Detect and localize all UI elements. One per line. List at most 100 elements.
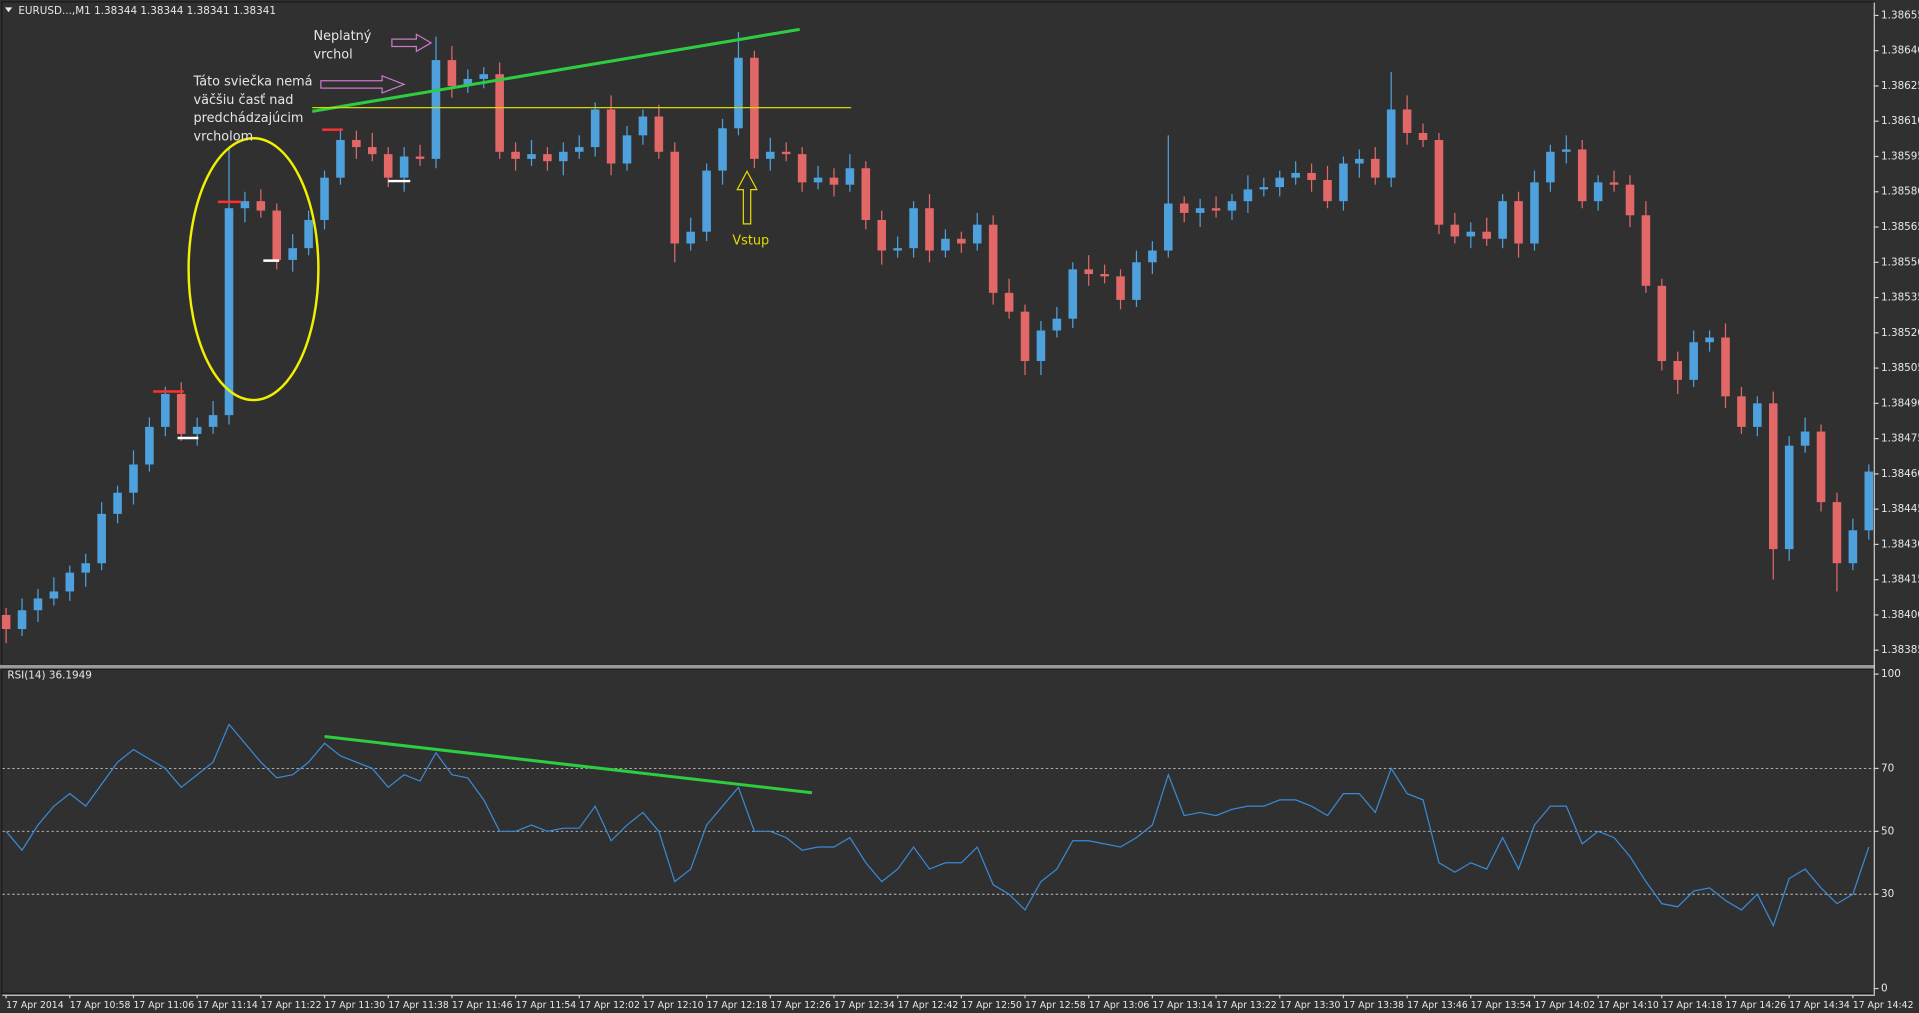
candle-body (670, 151, 680, 244)
panel-separator (0, 664, 1875, 669)
y-tick-label: 1.38640 (1881, 45, 1919, 57)
candle-body (288, 248, 297, 260)
y-tick-label: 1.38550 (1881, 256, 1919, 268)
x-tick-label: 17 Apr 13:30 (1280, 1000, 1341, 1011)
candle-body (1832, 502, 1842, 564)
candle-body (1355, 158, 1364, 164)
candle-body (224, 208, 234, 416)
candle-body (702, 170, 711, 232)
y-tick-label: 100 (1881, 668, 1901, 680)
candle-body (718, 128, 727, 171)
candle-body (495, 74, 504, 152)
candle-body (113, 492, 122, 514)
candle-body (909, 208, 918, 249)
x-tick-label: 17 Apr 12:18 (707, 1000, 768, 1011)
x-tick-label: 17 Apr 12:26 (770, 1000, 831, 1011)
rsi-line (5, 723, 1870, 928)
y-tick-label: 1.38535 (1881, 292, 1919, 304)
x-tick-label: 17 Apr 13:54 (1471, 1000, 1532, 1011)
x-tick-label: 17 Apr 14:18 (1662, 1000, 1723, 1011)
y-tick-label: 1.38490 (1881, 397, 1919, 409)
candle-body (1243, 189, 1253, 202)
trend-line (312, 27, 800, 113)
candle-body (1164, 203, 1173, 251)
candle-body (145, 426, 154, 465)
x-tick-label: 17 Apr 13:22 (1216, 1000, 1277, 1011)
x-tick-label: 17 Apr 12:42 (898, 1000, 959, 1011)
candle-body (1816, 431, 1826, 503)
candle-body (33, 598, 43, 611)
x-tick-label: 17 Apr 12:34 (834, 1000, 895, 1011)
candle-body (17, 610, 27, 630)
candle-body (941, 238, 950, 251)
candle-body (1498, 201, 1507, 239)
candle-body (638, 116, 648, 136)
candle-body (1100, 274, 1109, 277)
x-tick-label: 17 Apr 12:10 (643, 1000, 704, 1011)
candle-body (1179, 203, 1189, 213)
candle-body (81, 563, 91, 573)
y-tick-label: 1.38385 (1881, 644, 1919, 656)
candle-body (272, 210, 282, 260)
candle-body (1291, 172, 1300, 178)
candle-body (240, 201, 250, 209)
candle-body (1657, 285, 1667, 362)
candle-body (1673, 361, 1683, 380)
y-tick-label: 1.38475 (1881, 433, 1919, 445)
candle-body (447, 60, 457, 86)
candle-body (176, 393, 186, 434)
candle-body (1132, 262, 1141, 300)
candle-body (1482, 231, 1491, 239)
annotation: väčšiu časť nad (193, 93, 293, 108)
candle-body (415, 156, 425, 159)
candle-body (431, 60, 441, 159)
menu-triangle[interactable] (4, 7, 13, 13)
y-tick-label: 1.38565 (1881, 221, 1919, 233)
candle-body (1275, 177, 1285, 188)
x-tick-label: 17 Apr 2014 (6, 1000, 64, 1011)
candle-body (1004, 292, 1014, 312)
candle-body (336, 140, 345, 178)
candle-body (320, 177, 329, 220)
candle-body (1800, 431, 1810, 446)
candle-body (192, 426, 202, 434)
x-tick-label: 17 Apr 12:50 (961, 1000, 1022, 1011)
annotation: vrcholom (193, 130, 253, 145)
candle-body (1450, 224, 1460, 237)
y-tick-label: 1.38505 (1881, 362, 1919, 374)
annotation: predchádzajúcim (193, 111, 303, 126)
arrow (391, 33, 433, 53)
candle-body (463, 78, 473, 86)
candle-body (1434, 140, 1444, 225)
candle-body (797, 154, 807, 183)
x-tick-label: 17 Apr 14:02 (1534, 1000, 1595, 1011)
candle-body (1593, 182, 1603, 202)
x-tick-label: 17 Apr 14:42 (1853, 1000, 1914, 1011)
candle-body (511, 151, 520, 159)
x-tick-label: 17 Apr 11:30 (325, 1000, 386, 1011)
candle-body (49, 591, 59, 599)
annotation: Neplatný (314, 29, 372, 44)
candle-body (1116, 276, 1125, 300)
x-tick-label: 17 Apr 11:46 (452, 1000, 513, 1011)
candle-body (861, 168, 871, 220)
candle-body (208, 415, 218, 427)
x-tick-label: 17 Apr 14:34 (1789, 1000, 1850, 1011)
candle-body (1148, 250, 1157, 263)
candle-body (1689, 342, 1698, 380)
candle-body (654, 116, 664, 152)
candle-body (1, 614, 11, 630)
candle-body (622, 135, 632, 164)
candle-body (1530, 182, 1539, 244)
x-tick-label: 17 Apr 11:38 (388, 1000, 449, 1011)
annotation: Táto sviečka nemá (192, 74, 312, 89)
y-tick-label: 0 (1881, 983, 1888, 995)
candle-body (813, 177, 823, 183)
candle-body (957, 238, 966, 244)
x-tick-label: 17 Apr 13:14 (1152, 1000, 1213, 1011)
y-tick-label: 1.38445 (1881, 503, 1919, 515)
candle-body (479, 74, 489, 79)
candle-body (1211, 208, 1221, 211)
